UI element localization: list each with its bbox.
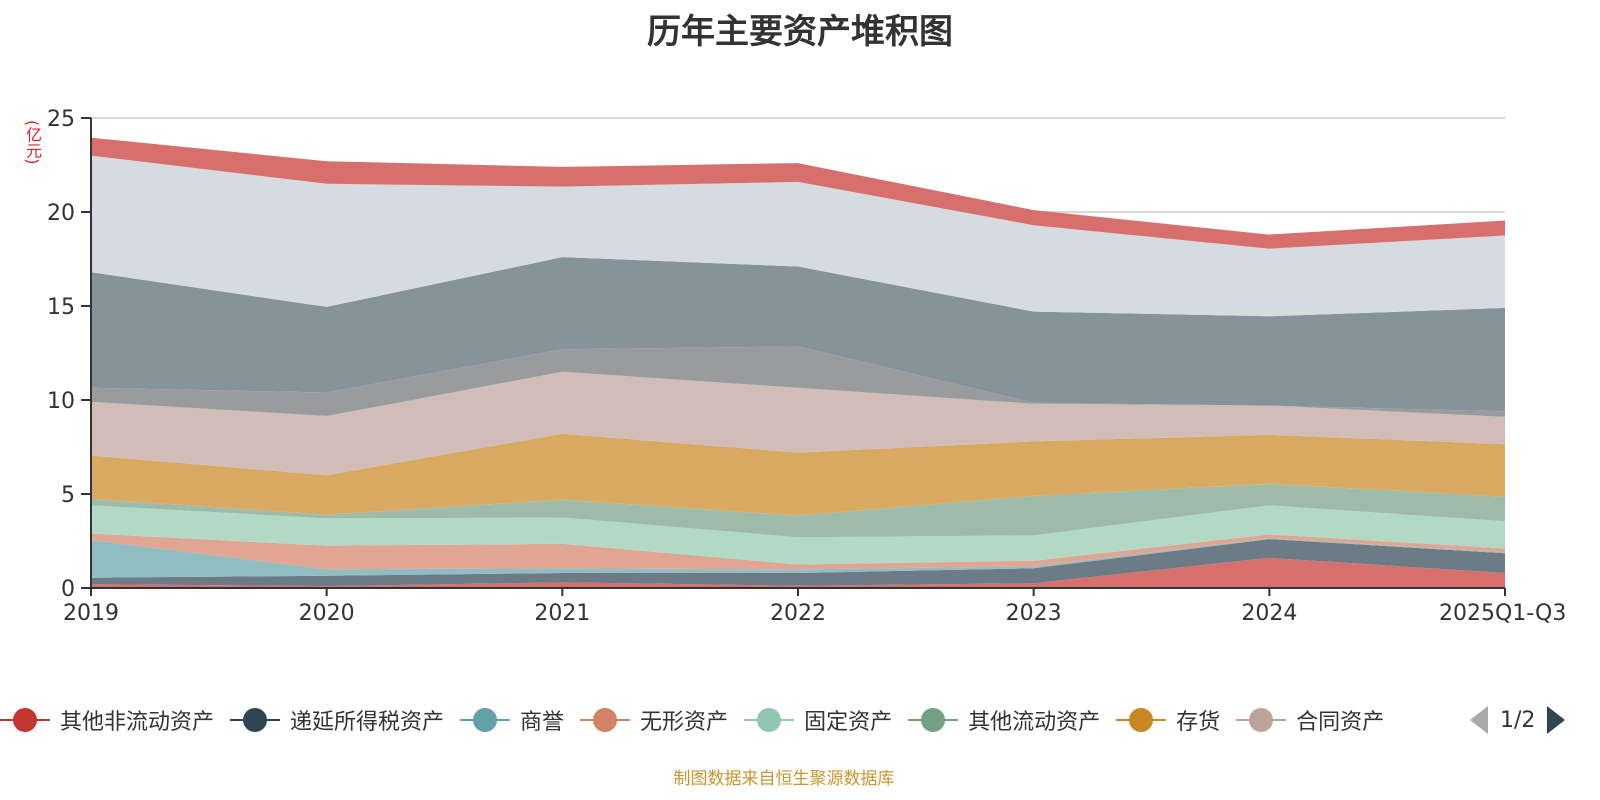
- area-series-3[interactable]: [91, 533, 1505, 570]
- legend-marker-icon: [460, 707, 511, 733]
- area-series-10[interactable]: [91, 155, 1505, 317]
- x-tick-label: 2021: [534, 601, 590, 626]
- legend-marker-icon: [580, 707, 631, 733]
- y-axis-unit-label: (亿元): [23, 120, 42, 165]
- legend-pager: 1/2: [1470, 702, 1566, 738]
- x-tick-labels: 2019 2020 2021 2022 2023 2024 2025Q1-Q3: [63, 601, 1566, 626]
- area-series-0[interactable]: [91, 557, 1505, 588]
- area-series-1[interactable]: [91, 539, 1505, 587]
- legend-marker-icon: [908, 707, 959, 733]
- x-tick-label: 2023: [1006, 601, 1062, 626]
- area-series-11[interactable]: [91, 137, 1505, 249]
- area-series-8[interactable]: [91, 346, 1505, 417]
- legend-label: 其他非流动资产: [60, 710, 215, 735]
- legend-label: 递延所得税资产: [290, 710, 445, 735]
- legend-marker-icon: [0, 707, 50, 733]
- triangle-left-icon[interactable]: [1470, 706, 1488, 734]
- legend-marker-icon: [1236, 707, 1287, 733]
- area-series-7[interactable]: [91, 371, 1505, 476]
- legend-item[interactable]: 存货: [1116, 704, 1220, 736]
- legend-item[interactable]: 无形资产: [580, 704, 728, 736]
- data-source-note: 制图数据来自恒生聚源数据库: [673, 769, 895, 789]
- legend-label: 固定资产: [804, 710, 893, 735]
- legend-label: 无形资产: [640, 710, 729, 735]
- legend-label: 合同资产: [1296, 710, 1385, 735]
- legend-item[interactable]: 其他流动资产: [908, 704, 1100, 736]
- stacked-area-chart: 0 5 10 15 20 25 2019 2020 2021 2022 2023 2024 2025Q…: [47, 107, 1566, 626]
- y-tick-label: 25: [47, 107, 75, 132]
- y-tick-labels: 0 5 10 15 20 25: [47, 107, 75, 602]
- legend-marker-icon: [744, 707, 795, 733]
- axes: [81, 117, 1506, 596]
- legend-item[interactable]: 其他非流动资产: [0, 704, 214, 736]
- y-tick-label: 15: [47, 295, 75, 320]
- chart-title: 历年主要资产堆积图: [647, 12, 953, 52]
- triangle-right-icon[interactable]: [1547, 706, 1566, 734]
- x-tick-label: 2022: [770, 601, 826, 626]
- x-tick-label: 2025Q1-Q3: [1439, 601, 1566, 626]
- area-series-4[interactable]: [91, 505, 1505, 565]
- area-series: [91, 137, 1505, 588]
- y-tick-label: 20: [47, 201, 75, 226]
- legend-item[interactable]: 固定资产: [744, 704, 892, 736]
- legend-label: 商誉: [520, 710, 565, 735]
- x-tick-label: 2020: [299, 601, 355, 626]
- legend-label: 存货: [1176, 710, 1221, 735]
- area-series-5[interactable]: [91, 483, 1505, 538]
- x-tick-label: 2024: [1241, 601, 1297, 626]
- area-series-6[interactable]: [91, 433, 1505, 516]
- legend-item[interactable]: 合同资产: [1236, 704, 1384, 736]
- legend-label: 其他流动资产: [968, 710, 1101, 735]
- legend-marker-icon: [230, 707, 281, 733]
- y-tick-label: 0: [61, 577, 75, 602]
- area-series-9[interactable]: [91, 257, 1505, 412]
- legend: 其他非流动资产 递延所得税资产 商誉 无形资产 固定资产 其他流动资产 存货 合同资产: [0, 702, 1400, 738]
- x-tick-label: 2019: [63, 601, 119, 626]
- legend-marker-icon: [1116, 707, 1167, 733]
- legend-item[interactable]: 商誉: [460, 704, 564, 736]
- legend-page-indicator: 1/2: [1500, 707, 1536, 733]
- area-series-2[interactable]: [91, 538, 1505, 578]
- legend-item[interactable]: 递延所得税资产: [230, 704, 444, 736]
- y-tick-label: 10: [47, 389, 75, 414]
- y-tick-label: 5: [61, 483, 75, 508]
